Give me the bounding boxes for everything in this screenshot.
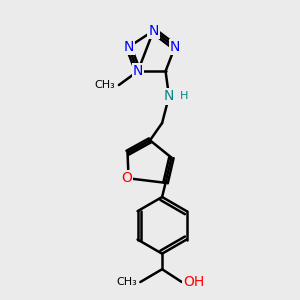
Text: OH: OH — [184, 275, 205, 289]
Text: N: N — [164, 89, 174, 103]
Text: H: H — [180, 92, 188, 101]
Text: CH₃: CH₃ — [116, 277, 137, 287]
Text: N: N — [133, 64, 143, 78]
Text: N: N — [123, 40, 134, 54]
Text: N: N — [148, 24, 159, 38]
Text: N: N — [170, 40, 180, 54]
Text: O: O — [122, 171, 132, 185]
Text: CH₃: CH₃ — [94, 80, 115, 90]
